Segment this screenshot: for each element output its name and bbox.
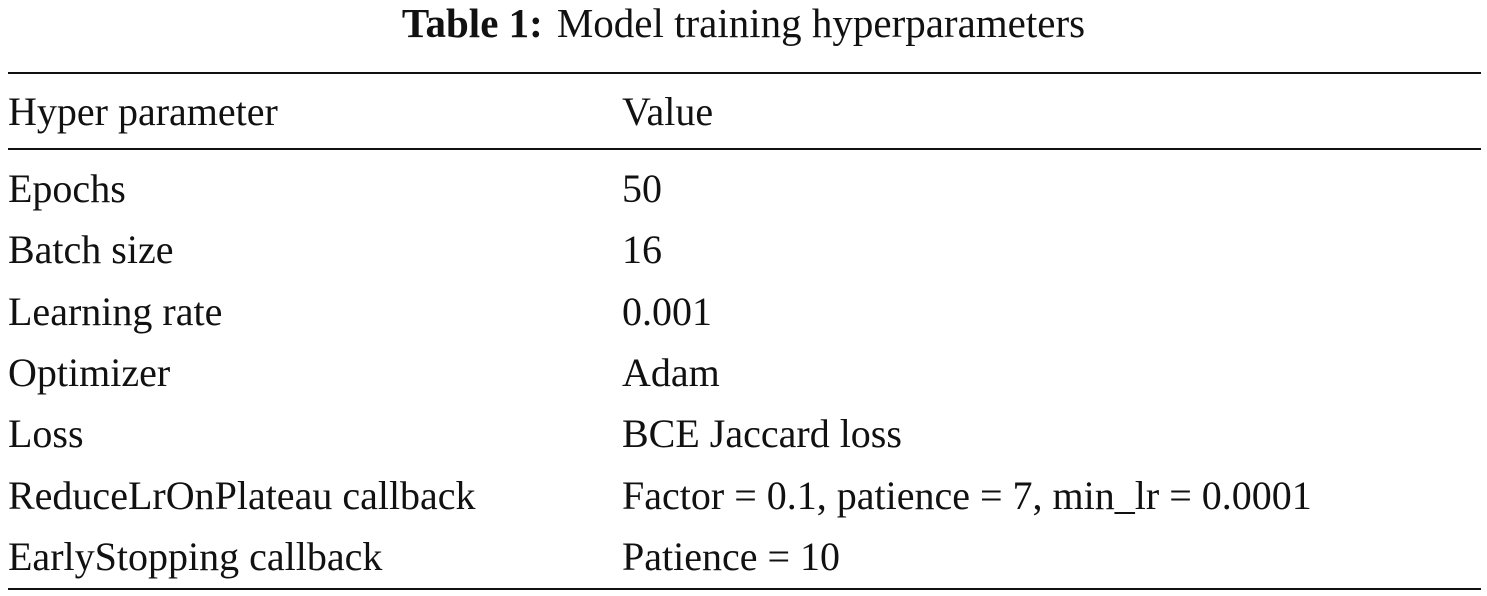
- table-caption: Table 1: Model training hyperparameters: [0, 0, 1487, 46]
- header-cell: Value: [622, 89, 714, 134]
- parameter-cell: ReduceLrOnPlateau callback: [8, 472, 476, 518]
- caption-title: Model training hyperparameters: [556, 0, 1086, 46]
- value-cell: 50: [622, 166, 662, 211]
- parameter-cell: Batch size: [8, 227, 174, 273]
- parameter-cell: Optimizer: [8, 349, 171, 395]
- caption-label: Table 1:: [401, 0, 543, 46]
- top-rule: [8, 72, 1481, 74]
- parameter-cell: Epochs: [8, 166, 126, 211]
- value-cell: 0.001: [622, 288, 712, 334]
- value-cell: BCE Jaccard loss: [622, 411, 902, 457]
- bottom-rule: [8, 588, 1481, 590]
- parameter-cell: Loss: [8, 411, 84, 457]
- value-cell: Factor = 0.1, patience = 7, min_lr = 0.0…: [622, 472, 1312, 518]
- value-cell: 16: [622, 227, 662, 273]
- parameter-cell: Learning rate: [8, 288, 223, 334]
- header-cell: Hyper parameter: [8, 89, 278, 134]
- value-cell: Adam: [622, 349, 720, 395]
- header-rule: [8, 148, 1481, 150]
- value-cell: Patience = 10: [622, 533, 841, 579]
- parameter-cell: EarlyStopping callback: [8, 533, 383, 579]
